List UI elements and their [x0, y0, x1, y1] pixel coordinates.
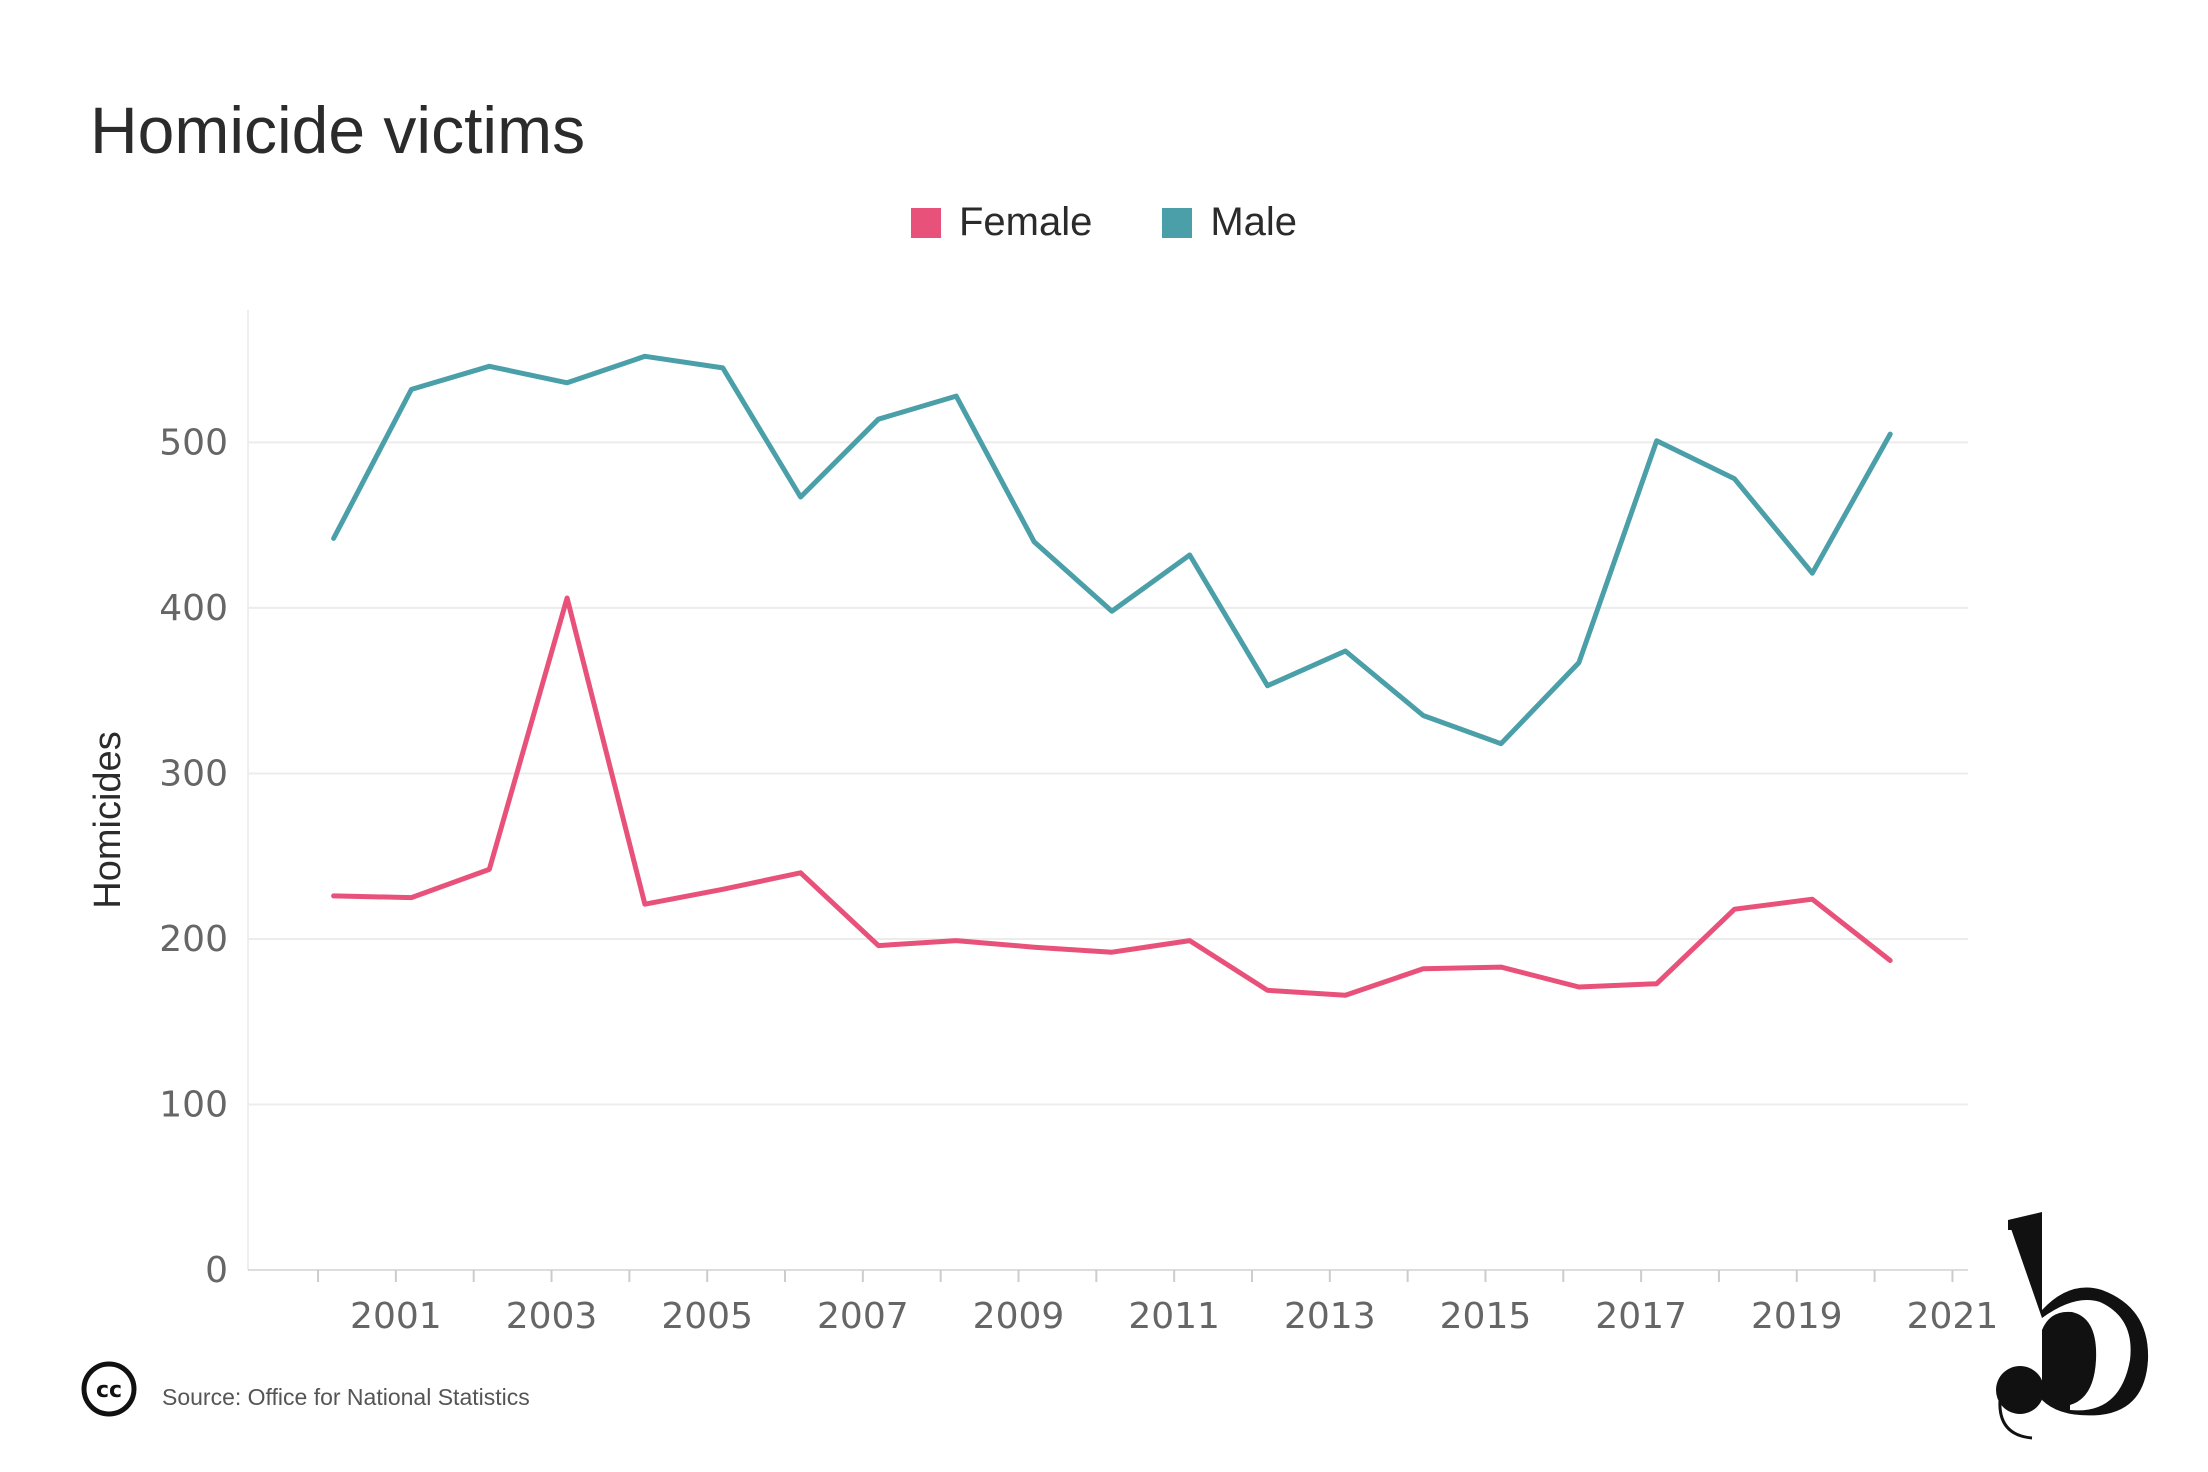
y-tick-label-400: 400	[159, 588, 228, 629]
x-tick-label-2013: 2013	[1284, 1296, 1376, 1337]
legend-label-female: Female	[958, 200, 1093, 244]
x-tick-label-2005: 2005	[661, 1296, 753, 1337]
source-note: Source: Office for National Statistics	[162, 1384, 530, 1410]
x-tick-label-2019: 2019	[1751, 1296, 1843, 1337]
y-tick-label-500: 500	[159, 422, 228, 463]
x-tick-label-2017: 2017	[1595, 1296, 1687, 1337]
legend-swatch-female	[910, 207, 941, 238]
legend: Female Male	[0, 200, 2208, 245]
legend-label-male: Male	[1210, 200, 1298, 244]
legend-item-female[interactable]: Female	[910, 200, 1093, 245]
y-tick-label-300: 300	[159, 753, 228, 794]
x-tick-label-2021: 2021	[1907, 1296, 1999, 1337]
creative-commons-icon: cc	[81, 1361, 137, 1417]
cc-text: cc	[96, 1378, 122, 1403]
x-tick-label-2007: 2007	[817, 1296, 909, 1337]
y-tick-label-0: 0	[205, 1250, 228, 1291]
series-line-male	[331, 353, 1893, 747]
legend-swatch-male	[1162, 207, 1193, 238]
y-axis-label: Homicides	[87, 731, 129, 908]
x-tick-label-2015: 2015	[1440, 1296, 1532, 1337]
x-tick-label-2011: 2011	[1128, 1296, 1220, 1337]
chart-title: Homicide victims	[90, 93, 586, 167]
x-tick-label-2001: 2001	[350, 1296, 442, 1337]
brand-logo	[1996, 1212, 2149, 1440]
x-tick-label-2009: 2009	[973, 1296, 1065, 1337]
legend-item-male[interactable]: Male	[1162, 200, 1297, 245]
series-line-female	[331, 595, 1893, 998]
y-tick-label-100: 100	[159, 1084, 228, 1125]
y-tick-label-200: 200	[159, 919, 228, 960]
x-tick-label-2003: 2003	[506, 1296, 598, 1337]
